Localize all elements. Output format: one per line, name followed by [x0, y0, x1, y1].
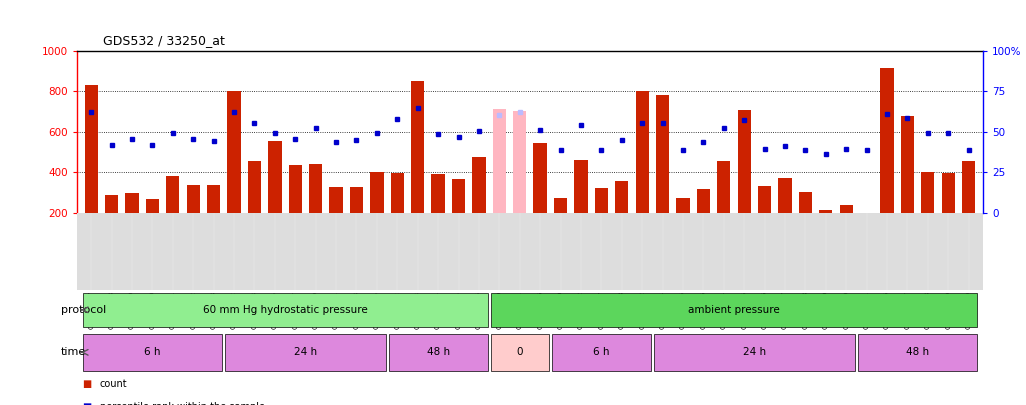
Text: time: time: [61, 347, 86, 357]
Bar: [288, 165, 302, 213]
Bar: [880, 68, 894, 213]
Text: GDS532 / 33250_at: GDS532 / 33250_at: [103, 34, 225, 47]
Bar: [370, 172, 384, 213]
Bar: [329, 187, 343, 213]
Bar: [901, 117, 914, 213]
Text: ■: ■: [82, 379, 91, 389]
Bar: [779, 178, 792, 213]
Bar: [309, 164, 322, 213]
Bar: [125, 194, 139, 213]
Text: 48 h: 48 h: [906, 347, 930, 357]
Text: percentile rank within the sample: percentile rank within the sample: [100, 402, 265, 405]
Bar: [228, 91, 241, 213]
Text: 48 h: 48 h: [427, 347, 449, 357]
Bar: [575, 160, 588, 213]
Bar: [105, 196, 118, 213]
Bar: [82, 293, 487, 327]
Bar: [554, 198, 567, 213]
Bar: [860, 213, 873, 214]
Bar: [534, 143, 547, 213]
Bar: [432, 174, 444, 213]
Bar: [166, 176, 180, 213]
Text: 6 h: 6 h: [593, 347, 609, 357]
Bar: [513, 111, 526, 213]
Bar: [676, 198, 689, 213]
Bar: [717, 161, 731, 213]
Text: 24 h: 24 h: [743, 347, 766, 357]
Bar: [492, 109, 506, 213]
Bar: [595, 188, 608, 213]
Text: count: count: [100, 379, 127, 389]
Bar: [799, 192, 812, 213]
Bar: [350, 187, 363, 213]
Bar: [616, 181, 628, 213]
Bar: [226, 334, 386, 371]
Bar: [758, 186, 772, 213]
Text: 6 h: 6 h: [145, 347, 161, 357]
Bar: [738, 111, 751, 213]
Bar: [962, 161, 976, 213]
Bar: [146, 200, 159, 213]
Bar: [207, 185, 221, 213]
Bar: [654, 334, 855, 371]
Bar: [248, 161, 261, 213]
Bar: [268, 141, 281, 213]
Text: 0: 0: [516, 347, 523, 357]
Bar: [451, 179, 465, 213]
Bar: [921, 172, 935, 213]
Bar: [819, 210, 832, 213]
Text: ■: ■: [82, 402, 91, 405]
Text: 24 h: 24 h: [293, 347, 317, 357]
Bar: [187, 185, 200, 213]
Bar: [552, 334, 650, 371]
Text: ambient pressure: ambient pressure: [688, 305, 780, 315]
Bar: [490, 334, 549, 371]
Bar: [391, 173, 404, 213]
Bar: [82, 334, 223, 371]
Bar: [389, 334, 487, 371]
Bar: [84, 85, 97, 213]
Bar: [858, 334, 978, 371]
Bar: [697, 190, 710, 213]
Text: 60 mm Hg hydrostatic pressure: 60 mm Hg hydrostatic pressure: [203, 305, 367, 315]
Bar: [472, 157, 485, 213]
Bar: [942, 173, 955, 213]
Bar: [656, 95, 669, 213]
Bar: [635, 91, 648, 213]
Bar: [490, 293, 978, 327]
Text: protocol: protocol: [61, 305, 106, 315]
Bar: [411, 81, 425, 213]
Bar: [839, 205, 853, 213]
